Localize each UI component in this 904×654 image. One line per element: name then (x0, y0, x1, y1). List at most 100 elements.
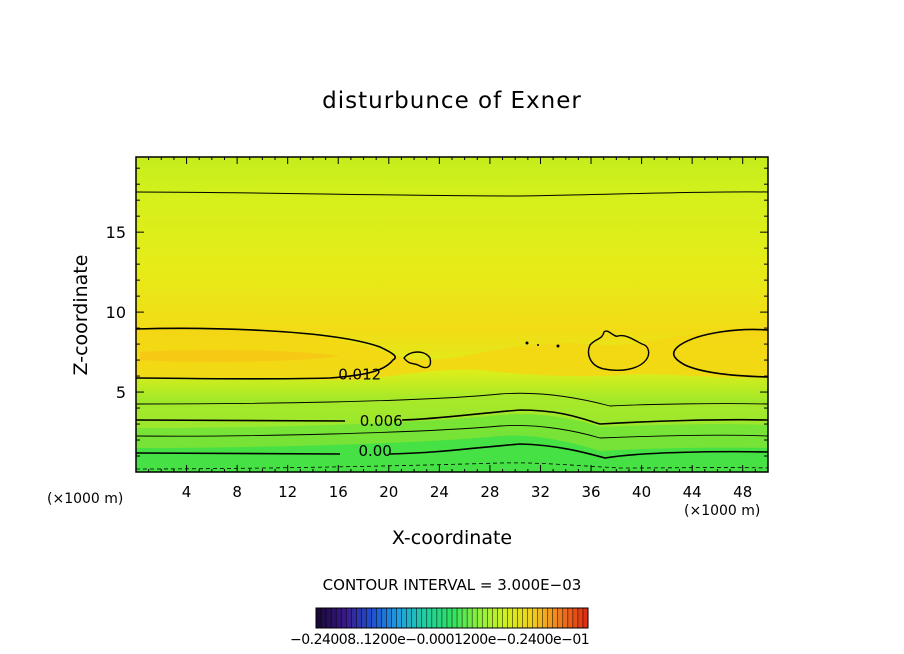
green-band-3 (136, 435, 768, 472)
y-tick-label: 10 (106, 303, 126, 322)
colorbar-swatch (386, 608, 393, 628)
warm-core-left (140, 349, 340, 363)
colorbar-swatch (497, 608, 503, 628)
colorbar-swatch (411, 608, 418, 628)
x-tick-label: 36 (581, 483, 600, 501)
colorbar-swatch (567, 608, 574, 628)
x-tick-label: 16 (329, 483, 348, 501)
plot-area (135, 157, 769, 472)
colorbar-swatch (457, 608, 463, 628)
colorbar-swatch (547, 608, 554, 628)
colorbar-swatch (331, 608, 337, 628)
colorbar-swatch (371, 608, 377, 628)
colorbar-swatch (512, 608, 518, 628)
contour-line-012-left (135, 327, 396, 380)
colorbar-swatch (316, 608, 322, 628)
colorbar-swatch (381, 608, 388, 628)
contour-line-009 (135, 392, 769, 407)
contour-interval-label: CONTOUR INTERVAL = 3.000E−03 (322, 576, 582, 594)
contour-line-neg (135, 462, 769, 470)
x-tick-label: 20 (379, 483, 398, 501)
colorbar-swatch (356, 608, 362, 628)
y-axis-label: Z-coordinate (70, 254, 92, 376)
colorbar-frame (315, 607, 589, 629)
x-tick-label: 40 (632, 483, 651, 501)
x-tick-label: 32 (531, 483, 550, 501)
x-axis-label: X-coordinate (391, 527, 513, 549)
colorbar-swatch (401, 608, 408, 628)
colorbar-swatch (391, 608, 398, 628)
colorbar-swatch (346, 608, 352, 628)
colorbar-swatch (321, 608, 327, 628)
colorbar-swatch (577, 608, 584, 628)
x-tick-label: 28 (480, 483, 499, 501)
colorbar-swatch (472, 608, 478, 628)
x-tick-label: 44 (683, 483, 702, 501)
colorbar-swatch (572, 608, 579, 628)
colorbar-swatch (517, 608, 524, 628)
contour-line-top (135, 191, 769, 197)
colorbar-swatch (326, 608, 332, 628)
colorbar-swatch (336, 608, 342, 628)
colorbar-swatch (416, 608, 423, 628)
colorbar-swatch (482, 608, 488, 628)
colorbar-swatch (492, 608, 498, 628)
colorbar-swatch (527, 608, 534, 628)
contour-labels: 0.012 0.006 0.00 (338, 365, 402, 460)
colorbar-swatch (396, 608, 403, 628)
x-tick-label: 12 (278, 483, 297, 501)
colorbar-swatch (421, 608, 428, 628)
colorbar-swatch (361, 608, 367, 628)
x-unit-label-left: (×1000 m) (47, 491, 124, 507)
colorbar-swatch (452, 608, 458, 628)
contour-value-label: 0.006 (360, 412, 403, 430)
contour-line-003 (135, 425, 769, 439)
y-tick-label: 15 (106, 223, 126, 242)
colorbar-swatch (436, 608, 443, 628)
colorbar-swatch (562, 608, 569, 628)
x-tick-label: 8 (232, 483, 242, 501)
x-tick-label: 24 (430, 483, 449, 501)
colorbar-swatch (441, 608, 448, 628)
contour-dot-2 (537, 344, 539, 346)
colorbar-swatch (542, 608, 549, 628)
contour-line-000 (135, 443, 769, 459)
x-tick-label: 48 (733, 483, 752, 501)
contour-dot-3 (556, 344, 560, 348)
colorbar-swatch (477, 608, 483, 628)
colorbar-swatch (351, 608, 357, 628)
x-tick-label: 4 (182, 483, 192, 501)
colorbar-swatch (376, 608, 382, 628)
x-unit-label-right: (×1000 m) (684, 503, 761, 519)
contour-value-label: 0.00 (358, 442, 391, 460)
contour-line-012-right (672, 328, 769, 378)
contour-line-012-small (403, 351, 432, 369)
contour-line-012-mid (587, 330, 650, 371)
colorbar-swatch (552, 608, 559, 628)
colorbar-swatch (366, 608, 372, 628)
contour-dot-1 (525, 341, 529, 345)
colorbar-swatch (341, 608, 347, 628)
chart-title: disturbunce of Exner (322, 88, 582, 114)
colorbar-swatch (532, 608, 539, 628)
colorbar-labels: −0.24008..1200e−0.0001200e−0.2400e−01 (290, 632, 590, 648)
colorbar-swatch (446, 608, 453, 628)
colorbar-swatch (507, 608, 513, 628)
colorbar-swatch (467, 608, 473, 628)
colorbar-swatch (431, 608, 438, 628)
colorbar-swatch (557, 608, 564, 628)
y-tick-label: 5 (116, 383, 126, 402)
colorbar-swatch (426, 608, 433, 628)
colorbar (315, 607, 589, 629)
warm-band (136, 329, 768, 380)
colorbar-swatch (582, 608, 589, 628)
contour-line-006 (135, 409, 769, 425)
colorbar-swatch (537, 608, 544, 628)
colorbar-swatch (406, 608, 413, 628)
colorbar-swatch (522, 608, 529, 628)
colorbar-swatch (487, 608, 493, 628)
contour-value-label: 0.012 (338, 365, 381, 383)
colorbar-swatch (462, 608, 468, 628)
